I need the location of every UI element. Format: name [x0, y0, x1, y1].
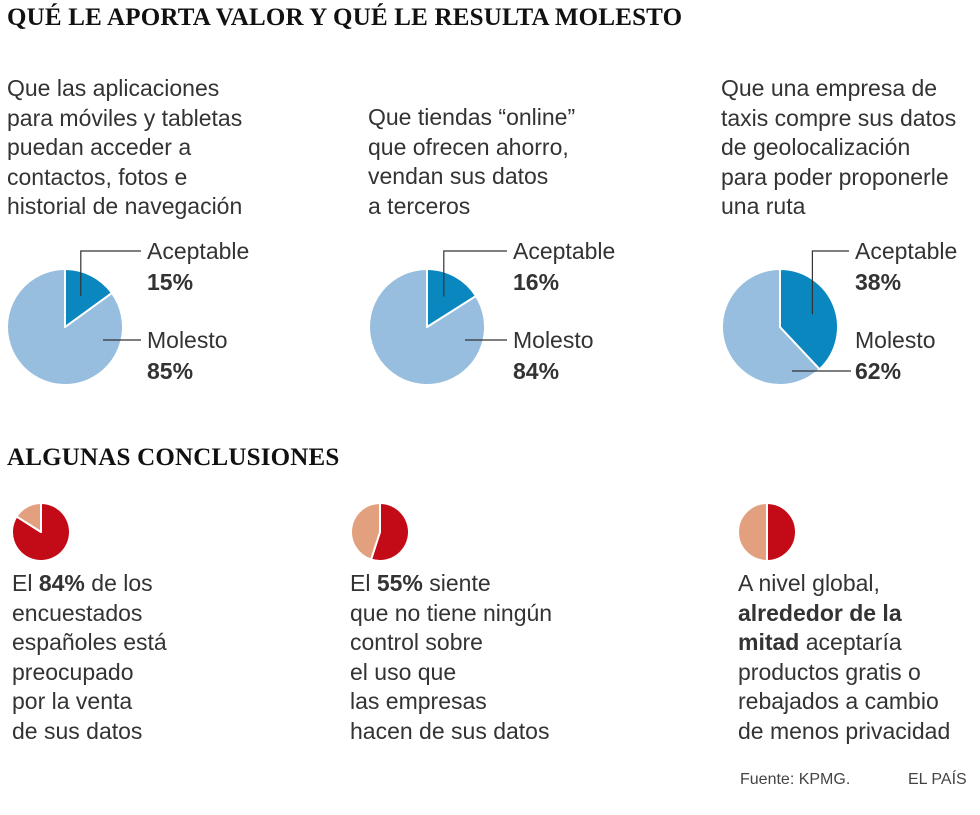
question-line: Que tiendas “online”: [368, 104, 576, 130]
small-pie-slice-minor: [350, 502, 381, 561]
highlight-text: 84%: [38, 570, 85, 596]
aceptable-value: 16%: [513, 269, 559, 295]
conclusions-heading: ALGUNAS CONCLUSIONES: [7, 444, 340, 471]
pie-slice-aceptable: [64, 268, 113, 328]
main-heading: QUÉ LE APORTA VALOR Y QUÉ LE RESULTA MOL…: [7, 4, 683, 31]
aceptable-label: Aceptable: [513, 238, 615, 264]
conclusion-line: productos gratis o: [738, 658, 921, 685]
molesto-value: 85%: [147, 358, 193, 384]
conclusion-line: las empresas: [350, 688, 487, 714]
question-line: que ofrecen ahorro,: [368, 133, 569, 160]
molesto-label: Molesto: [147, 327, 228, 353]
conclusion-line: A nivel global,: [738, 570, 880, 596]
molesto-value: 62%: [855, 358, 901, 384]
conclusion-line: que no tiene ningún: [350, 599, 553, 626]
conclusion-line: de menos privacidad: [738, 717, 951, 744]
conclusion-line: mitad aceptaría: [738, 629, 902, 655]
leader-line-aceptable: [443, 250, 507, 297]
aceptable-value: 15%: [147, 269, 193, 295]
conclusion-line: rebajados a cambio: [738, 688, 939, 714]
conclusion-line: control sobre: [350, 629, 483, 655]
aceptable-label: Aceptable: [147, 238, 249, 264]
conclusion-line: hacen de sus datos: [350, 717, 550, 744]
molesto-label: Molesto: [513, 327, 594, 353]
conclusion-line: españoles está: [12, 629, 167, 655]
aceptable-label: Aceptable: [855, 238, 957, 264]
conclusion-line: el uso que: [350, 658, 457, 685]
aceptable-value: 38%: [855, 269, 901, 295]
conclusion-line: por la venta: [12, 688, 133, 714]
small-pie-slice-major: [766, 502, 797, 562]
molesto-label: Molesto: [855, 327, 936, 353]
question-2-text: Que tiendas “online” que ofrecen ahorro,…: [368, 103, 575, 221]
conclusion-line: encuestados: [12, 599, 143, 626]
highlight-text: alrededor de la: [738, 599, 902, 626]
highlight-text: mitad: [738, 629, 800, 655]
conclusion-2-text: El 55% siente que no tiene ningún control …: [350, 569, 552, 746]
question-line: taxis compre sus datos: [721, 104, 957, 131]
question-line: para móviles y tabletas: [7, 104, 243, 131]
conclusion-line: preocupado: [12, 658, 134, 685]
pie-slice-aceptable: [426, 268, 477, 328]
leader-line-aceptable: [80, 250, 141, 296]
small-pie-slice-minor: [15, 502, 42, 533]
conclusion-line: El 55% siente: [350, 570, 491, 596]
question-line: a terceros: [368, 192, 471, 219]
question-line: Que las aplicaciones: [7, 75, 220, 101]
question-1-text: Que las aplicaciones para móviles y tabl…: [7, 74, 242, 222]
question-line: contactos, fotos e: [7, 163, 188, 190]
question-3-text: Que una empresa de taxis compre sus dato…: [721, 74, 956, 222]
conclusion-line: de sus datos: [12, 717, 143, 744]
source-note: Fuente: KPMG.: [740, 771, 851, 788]
conclusion-3-text: A nivel global, alrededor de la mitad acep…: [738, 569, 950, 746]
conclusion-1-text: El 84% de los encuestados españoles está pr…: [12, 569, 167, 746]
small-pie-slice-minor: [737, 502, 768, 562]
molesto-value: 84%: [513, 358, 559, 384]
highlight-text: 55%: [376, 570, 423, 596]
pie-slice-aceptable: [779, 268, 839, 371]
pie-slice-molesto: [721, 268, 821, 386]
question-line: una ruta: [721, 193, 806, 219]
question-line: puedan acceder a: [7, 134, 192, 160]
question-line: para poder proponerle: [721, 163, 949, 190]
question-line: de geolocalización: [721, 134, 911, 160]
leader-line-aceptable: [811, 250, 849, 315]
conclusion-line: El 84% de los: [12, 570, 153, 596]
conclusion-line: alrededor de la: [738, 599, 950, 629]
brand-logo: EL PAÍS: [908, 771, 967, 788]
question-line: historial de navegación: [7, 193, 243, 219]
question-line: Que una empresa de: [721, 75, 938, 101]
question-line: vendan sus datos: [368, 163, 549, 189]
